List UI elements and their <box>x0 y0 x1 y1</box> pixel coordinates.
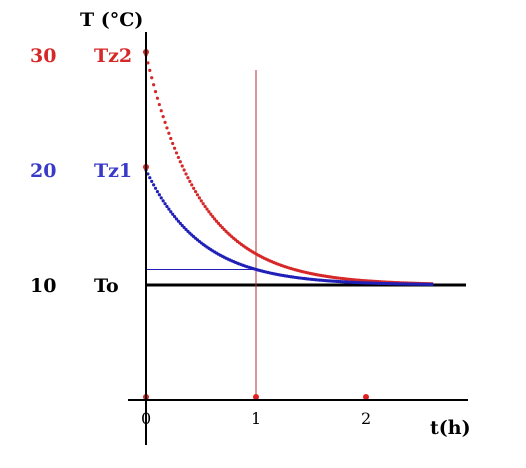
series-1-point <box>148 176 152 180</box>
series-0-point <box>218 223 222 228</box>
series-0-point <box>150 76 154 80</box>
series-0-point <box>193 190 198 194</box>
series-0-point <box>205 207 209 211</box>
y-value-label-0: 30 <box>30 45 56 67</box>
series-1-point <box>182 225 186 230</box>
series-1-point <box>146 172 150 176</box>
series-0-point <box>148 68 152 73</box>
series-1-point <box>167 207 171 211</box>
series-1-point <box>150 179 154 183</box>
series-1-point <box>176 219 181 223</box>
series-0-point <box>178 160 182 164</box>
series-1-point <box>174 217 179 221</box>
y-axis-title: T (°C) <box>80 9 143 31</box>
series-0-point <box>190 183 194 187</box>
series-1-point <box>157 193 161 197</box>
series-0-point <box>163 120 167 124</box>
series-0-point <box>155 96 160 100</box>
x-tick-dot-1 <box>253 394 259 400</box>
series-0-point <box>201 202 205 206</box>
x-axis-title: t(h) <box>430 417 471 439</box>
series-1-point <box>178 221 182 225</box>
series-0-point <box>146 61 150 65</box>
series-0-point <box>171 141 175 146</box>
series-0-point <box>188 179 192 183</box>
x-tick-dot-2 <box>363 394 369 400</box>
series-0-point <box>165 126 169 130</box>
y-name-label-0: Tz2 <box>94 45 132 67</box>
series-0-point <box>214 219 219 223</box>
series-1-point <box>161 199 165 203</box>
series-1-point <box>171 212 175 216</box>
series-0-point <box>157 102 161 107</box>
series-0-point <box>180 164 184 168</box>
series-0-point <box>209 212 213 216</box>
series-1-point <box>153 186 158 190</box>
series-0-point <box>213 217 217 221</box>
series-0-point <box>167 131 171 135</box>
series-1-point <box>173 215 177 219</box>
series-0 <box>143 49 434 286</box>
series-0-point <box>153 90 158 94</box>
series-0-point <box>173 146 177 150</box>
axes <box>128 32 468 445</box>
y-value-label-2: 10 <box>30 275 56 297</box>
series-1-point <box>159 196 163 200</box>
series-0-point <box>174 151 179 155</box>
series-1-point <box>180 223 184 228</box>
x-tick-label-2: 2 <box>361 409 371 428</box>
series-1-point <box>152 183 156 187</box>
labels: T (°C) t(h) 0 1 2 30 Tz2 20 Tz1 10 To <box>30 9 471 439</box>
series-0-point <box>182 168 186 172</box>
series-1-point <box>155 190 160 194</box>
series-0-point <box>197 196 201 200</box>
series-0-point <box>152 83 156 87</box>
series-0-point <box>161 115 165 119</box>
series-1-point <box>169 210 173 214</box>
y-name-label-2: To <box>94 275 119 297</box>
series-1-point <box>165 204 169 209</box>
series-0-point <box>199 199 203 203</box>
series-0-point <box>195 193 200 197</box>
series-0-point <box>211 215 215 219</box>
series-1-point <box>430 282 434 286</box>
series-1 <box>143 164 434 286</box>
x-tick-label-0: 0 <box>141 409 151 428</box>
y-name-label-1: Tz1 <box>94 160 132 182</box>
series-0-point <box>186 176 190 180</box>
series-0-point <box>169 136 173 141</box>
series-0-point <box>176 155 181 160</box>
series-0-point <box>184 172 188 176</box>
series-0-point <box>216 221 221 225</box>
series-0-point <box>207 210 211 214</box>
x-tick-label-1: 1 <box>251 409 261 428</box>
series-0-point <box>203 204 207 209</box>
series-layer <box>143 49 434 286</box>
y-value-label-1: 20 <box>30 160 56 182</box>
series-0-point <box>159 109 163 113</box>
series-1-point <box>163 202 167 206</box>
series-0-point <box>192 186 196 190</box>
